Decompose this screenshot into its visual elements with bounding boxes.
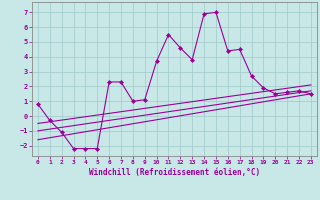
X-axis label: Windchill (Refroidissement éolien,°C): Windchill (Refroidissement éolien,°C) xyxy=(89,168,260,177)
